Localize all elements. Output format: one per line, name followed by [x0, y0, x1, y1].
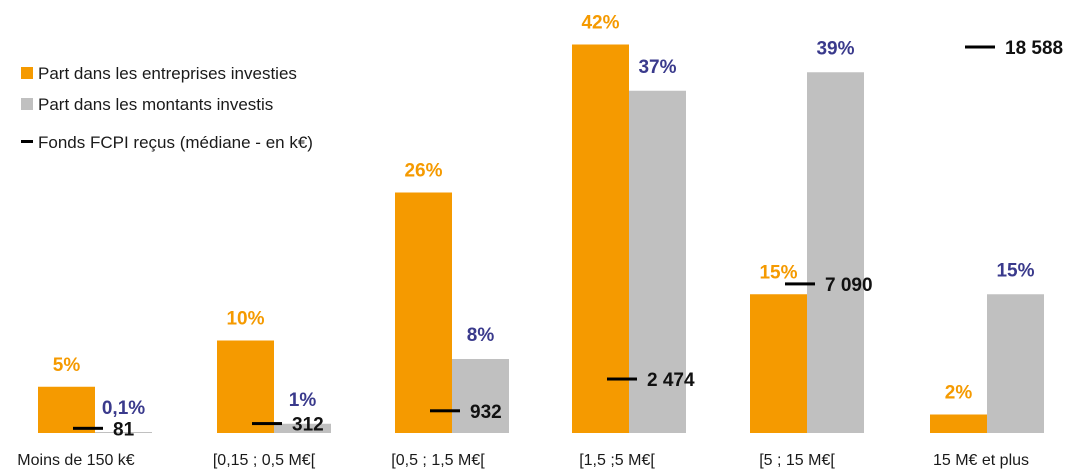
bar-montants-1	[274, 423, 331, 433]
label-montants-2: 8%	[467, 325, 495, 346]
label-montants-1: 1%	[289, 390, 317, 411]
x-tick-label-5: 15 M€ et plus	[933, 452, 1029, 469]
x-tick-label-1: [0,15 ; 0,5 M€[	[213, 452, 316, 469]
label-entreprises-0: 5%	[53, 355, 81, 376]
legend-label-entreprises: Part dans les entreprises investies	[38, 64, 297, 83]
medians-group: 81 312 932 2 474 7 090 18 588	[73, 38, 1063, 440]
median-label-3: 2 474	[647, 370, 695, 391]
median-marker-5	[965, 45, 995, 49]
bar-montants-5	[987, 294, 1044, 433]
bars-group: 5% 0,1% 10% 1% 26% 8% 42% 37% 15% 39% 2% 15%	[38, 13, 1044, 433]
label-entreprises-3: 42%	[581, 13, 619, 34]
legend: Part dans les entreprises investies Part…	[21, 64, 313, 152]
median-label-1: 312	[292, 415, 324, 436]
label-montants-3: 37%	[638, 57, 676, 78]
bar-entreprises-3	[572, 44, 629, 433]
median-marker-2	[430, 409, 460, 413]
bar-entreprises-5	[930, 414, 987, 433]
legend-item-montants: Part dans les montants investis	[21, 95, 273, 114]
median-label-0: 81	[113, 419, 135, 440]
label-montants-5: 15%	[996, 260, 1034, 281]
bar-montants-4	[807, 72, 864, 433]
x-tick-label-2: [0,5 ; 1,5 M€[	[391, 452, 485, 469]
legend-item-fonds: Fonds FCPI reçus (médiane - en k€)	[21, 133, 313, 152]
bar-entreprises-0	[38, 386, 95, 433]
legend-swatch-entreprises	[21, 67, 33, 79]
median-marker-3	[607, 377, 637, 381]
label-entreprises-4: 15%	[759, 262, 797, 283]
median-marker-4	[785, 282, 815, 286]
bar-entreprises-1	[217, 340, 274, 433]
bar-entreprises-2	[395, 192, 452, 433]
x-tick-label-4: [5 ; 15 M€[	[759, 452, 835, 469]
label-entreprises-1: 10%	[226, 309, 264, 330]
x-tick-label-3: [1,5 ;5 M€[	[579, 452, 655, 469]
legend-item-entreprises: Part dans les entreprises investies	[21, 64, 297, 83]
x-tick-label-0: Moins de 150 k€	[17, 452, 135, 469]
x-axis-tick-labels: Moins de 150 k€ [0,15 ; 0,5 M€[ [0,5 ; 1,5…	[17, 452, 1029, 469]
median-marker-1	[252, 422, 282, 426]
bar-montants-0	[95, 432, 152, 433]
label-montants-4: 39%	[816, 38, 854, 59]
bar-montants-2	[452, 359, 509, 433]
median-marker-0	[73, 426, 103, 430]
median-label-5: 18 588	[1005, 38, 1063, 59]
legend-label-fonds: Fonds FCPI reçus (médiane - en k€)	[38, 133, 313, 152]
legend-swatch-montants	[21, 98, 33, 110]
bar-montants-3	[629, 90, 686, 433]
median-label-4: 7 090	[825, 275, 873, 296]
label-entreprises-2: 26%	[404, 161, 442, 182]
legend-label-montants: Part dans les montants investis	[38, 95, 273, 114]
legend-swatch-fonds	[21, 140, 33, 143]
bar-entreprises-4	[750, 294, 807, 433]
label-montants-0: 0,1%	[102, 398, 145, 419]
median-label-2: 932	[470, 402, 502, 423]
label-entreprises-5: 2%	[945, 383, 973, 404]
